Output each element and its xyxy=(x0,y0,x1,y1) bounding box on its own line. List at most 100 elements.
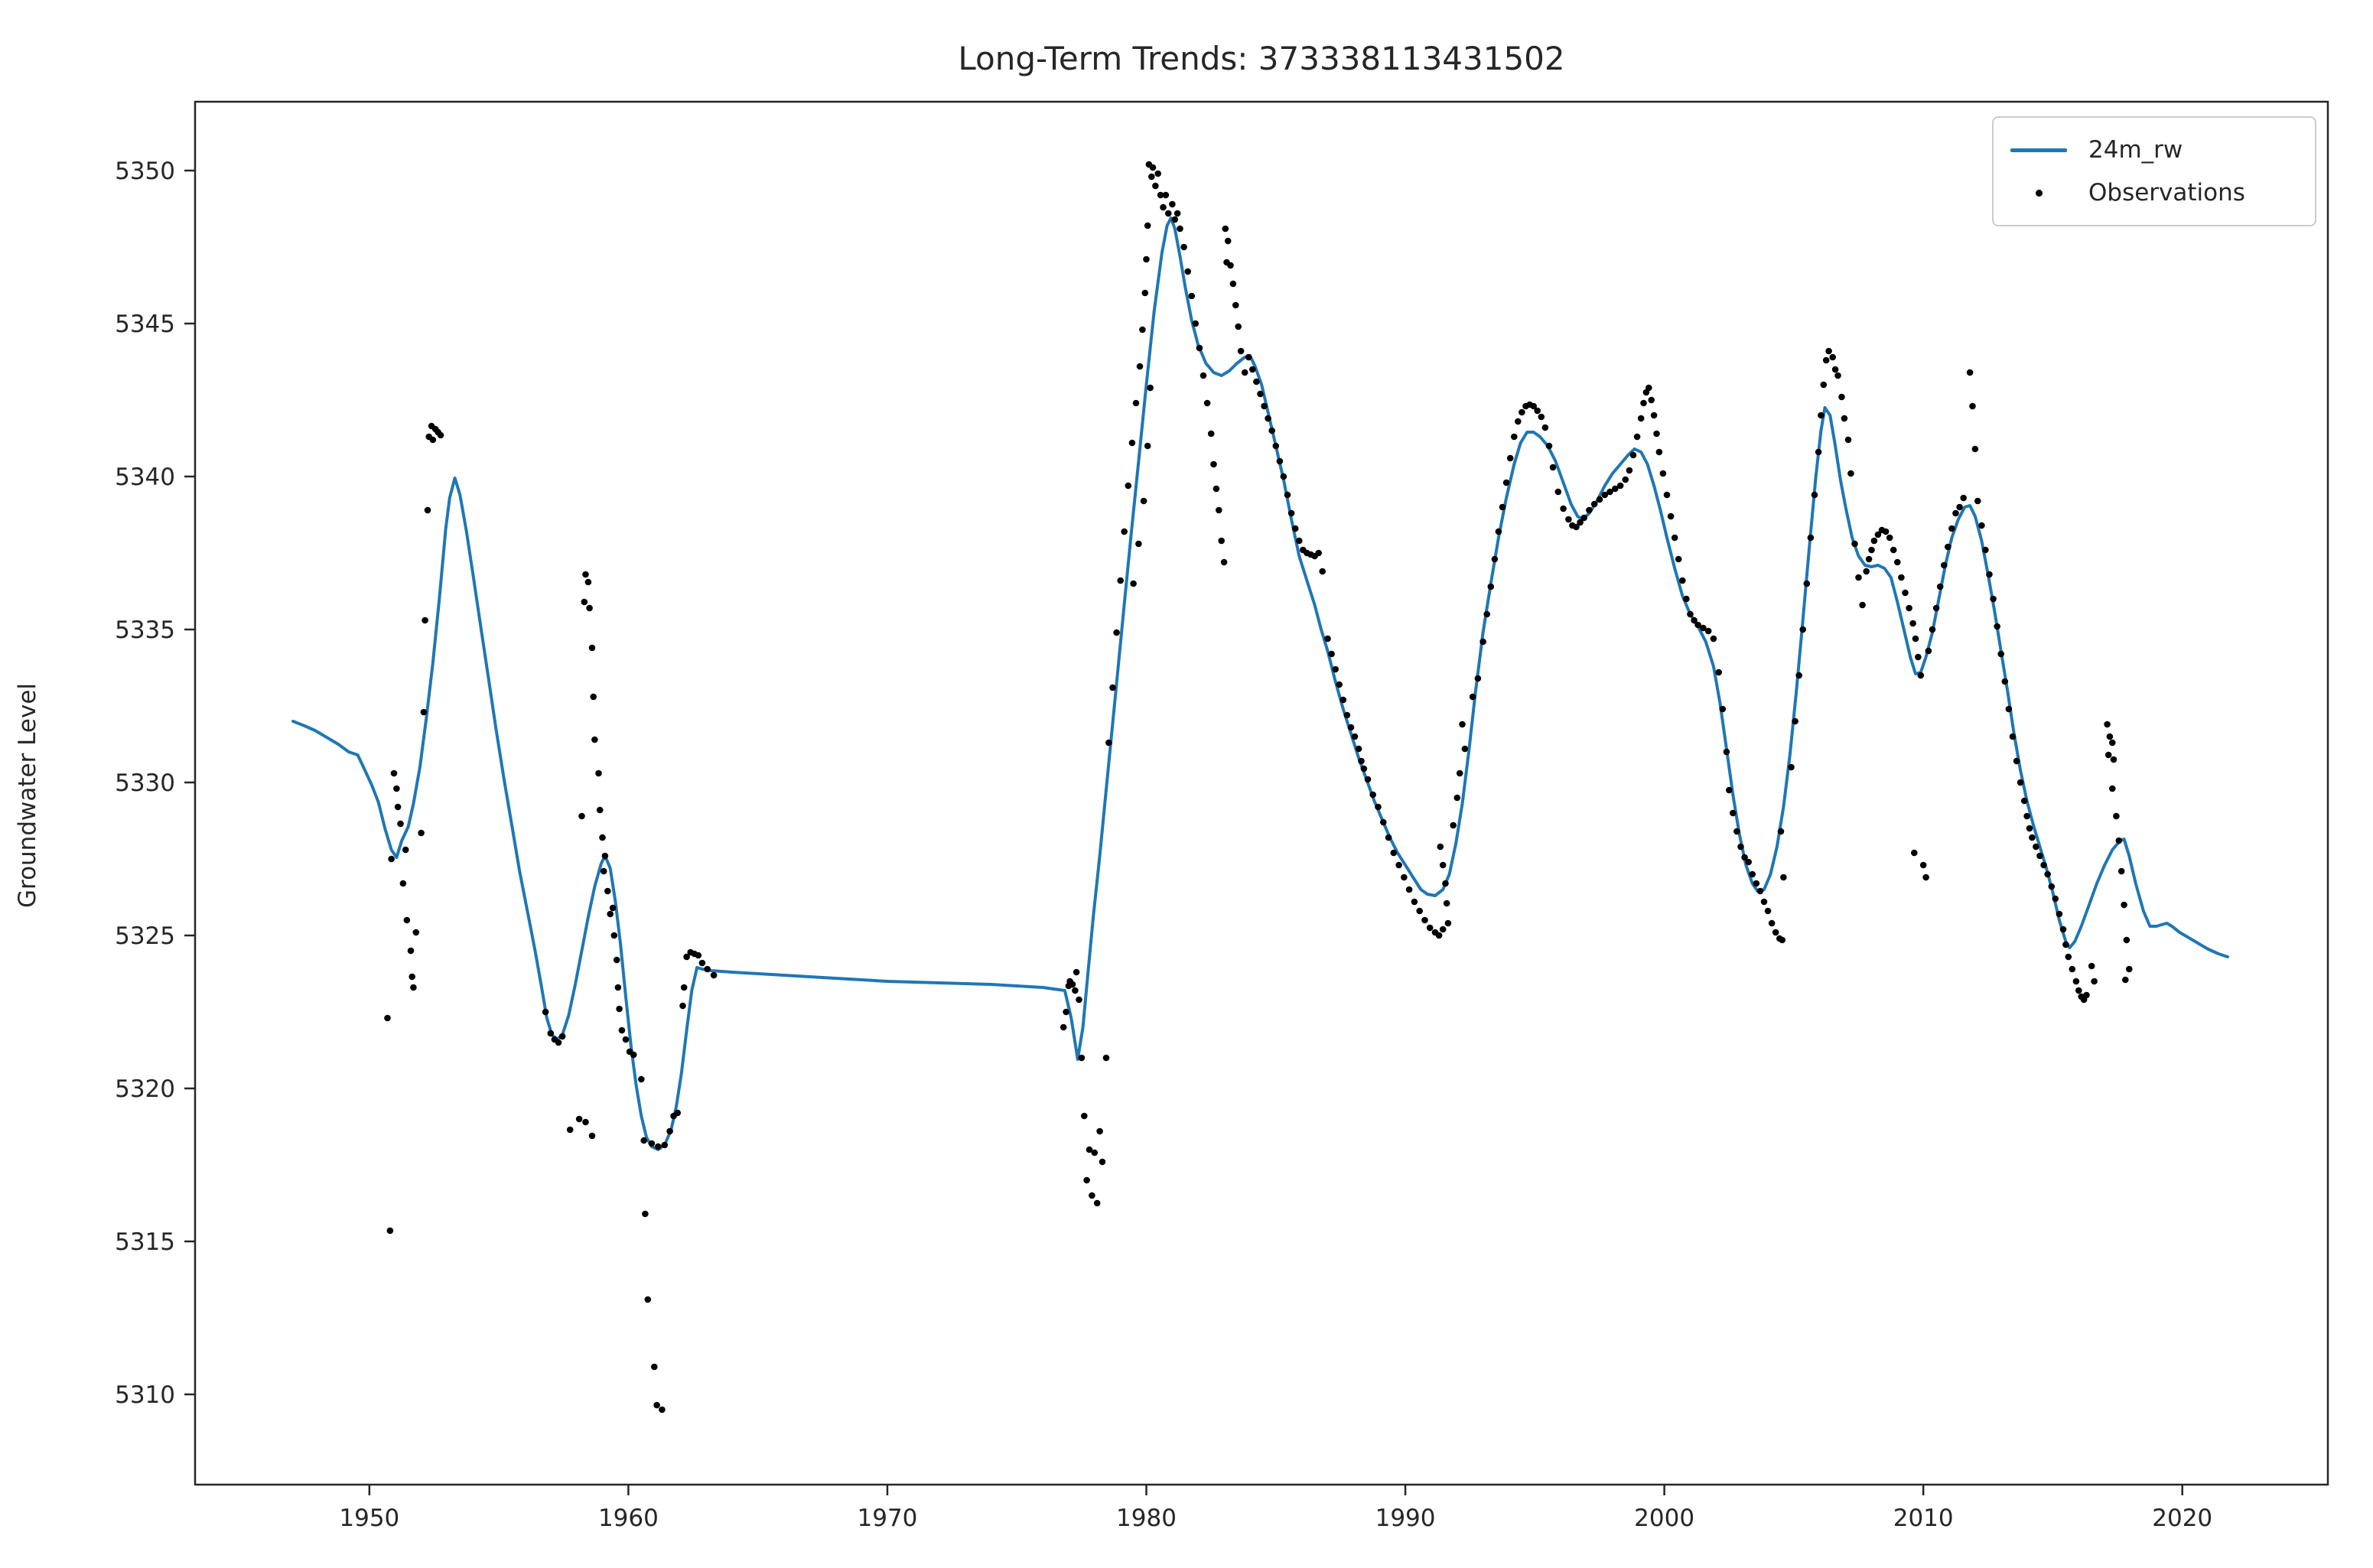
observation-point xyxy=(1222,225,1229,233)
observation-point xyxy=(1756,887,1764,895)
observation-point xyxy=(666,1127,673,1135)
observation-point xyxy=(1820,381,1828,389)
observation-point xyxy=(542,1008,549,1016)
legend: 24m_rw Observations xyxy=(1992,116,2316,226)
observation-point xyxy=(1932,604,1940,612)
observation-point xyxy=(1442,880,1449,887)
observation-point xyxy=(1220,558,1228,566)
observation-point xyxy=(1351,733,1359,740)
observation-point xyxy=(394,803,402,811)
observation-point xyxy=(1091,1149,1099,1156)
observation-point xyxy=(2059,926,2067,933)
observation-point xyxy=(704,965,711,973)
observation-point xyxy=(1909,620,1916,627)
observation-point xyxy=(1694,621,1701,629)
observation-point xyxy=(1268,427,1275,434)
observation-point xyxy=(1149,164,1157,171)
observation-point xyxy=(1265,415,1271,422)
observation-point xyxy=(1779,936,1785,944)
observation-point xyxy=(1479,638,1486,646)
observation-point xyxy=(2017,779,2024,786)
observation-point xyxy=(2115,837,2123,844)
observation-point xyxy=(2075,987,2082,994)
observation-point xyxy=(710,971,718,979)
observation-point xyxy=(1140,497,1147,505)
observation-point xyxy=(1710,635,1717,642)
observation-point xyxy=(1753,880,1760,887)
observation-point xyxy=(1637,415,1645,422)
observation-point xyxy=(1874,531,1882,538)
observation-point xyxy=(1287,509,1295,517)
observation-point xyxy=(2036,852,2043,860)
observation-point xyxy=(595,769,602,777)
observation-point xyxy=(1390,849,1398,857)
observation-point xyxy=(1148,173,1155,181)
observation-point xyxy=(1633,433,1641,441)
observation-point xyxy=(679,1002,686,1010)
observation-point xyxy=(1343,711,1351,719)
observation-point xyxy=(601,852,609,860)
observation-point xyxy=(1715,669,1722,676)
trend-line xyxy=(291,216,2229,1151)
observation-point xyxy=(407,947,415,955)
observation-point xyxy=(1882,528,1890,535)
observation-point xyxy=(1347,724,1355,731)
observation-point xyxy=(1554,488,1562,496)
observation-point xyxy=(1917,672,1925,679)
observation-point xyxy=(1511,433,1518,441)
observation-point xyxy=(1902,589,1909,597)
observation-point xyxy=(1590,500,1598,508)
observation-point xyxy=(402,846,409,854)
observation-point xyxy=(2023,812,2030,820)
observation-point xyxy=(1741,854,1748,861)
observation-point xyxy=(1291,525,1299,532)
observation-point xyxy=(1997,650,2004,658)
observation-point xyxy=(1941,561,1948,569)
observation-point xyxy=(1453,794,1461,802)
observation-point xyxy=(1745,858,1752,866)
observation-point xyxy=(659,1406,666,1413)
observation-point xyxy=(1203,399,1211,407)
observation-point xyxy=(680,984,688,991)
observation-point xyxy=(1612,485,1619,493)
observation-point xyxy=(1272,442,1280,450)
observation-point xyxy=(2065,953,2072,961)
observation-point xyxy=(1459,721,1466,728)
observation-point xyxy=(1704,627,1712,635)
observation-point xyxy=(1437,843,1444,851)
observation-point xyxy=(386,1227,394,1235)
observation-point xyxy=(2069,965,2076,973)
observation-point xyxy=(1687,610,1694,618)
plot-frame xyxy=(194,100,2329,1486)
observation-point xyxy=(2001,678,2009,685)
observation-point xyxy=(1105,739,1112,747)
observation-point xyxy=(1925,647,1932,655)
observation-point xyxy=(1851,540,1858,548)
observation-point xyxy=(1733,828,1740,835)
observation-point xyxy=(1663,491,1671,499)
observation-point xyxy=(644,1296,652,1303)
observation-point xyxy=(1157,191,1164,199)
observation-point xyxy=(1469,693,1476,701)
observation-point xyxy=(582,571,589,578)
observation-point xyxy=(393,785,400,792)
observation-point xyxy=(616,1005,623,1013)
observation-point xyxy=(1139,326,1146,333)
observation-point xyxy=(1401,873,1408,881)
observation-point xyxy=(2009,733,2017,740)
observation-point xyxy=(1073,968,1080,976)
observation-point xyxy=(2083,991,2090,999)
observation-point xyxy=(1870,537,1878,545)
observation-point xyxy=(1086,1146,1093,1153)
observation-point xyxy=(1906,604,1912,612)
observation-point xyxy=(661,1141,669,1149)
observation-point xyxy=(1339,696,1347,704)
observation-point xyxy=(1764,907,1772,915)
observation-point xyxy=(1898,574,1905,581)
observation-point xyxy=(1328,650,1335,658)
observation-point xyxy=(1241,369,1248,376)
observation-point xyxy=(582,1118,589,1126)
observation-point xyxy=(1099,1158,1106,1166)
observation-point xyxy=(2091,978,2098,985)
observation-point xyxy=(1296,537,1303,545)
